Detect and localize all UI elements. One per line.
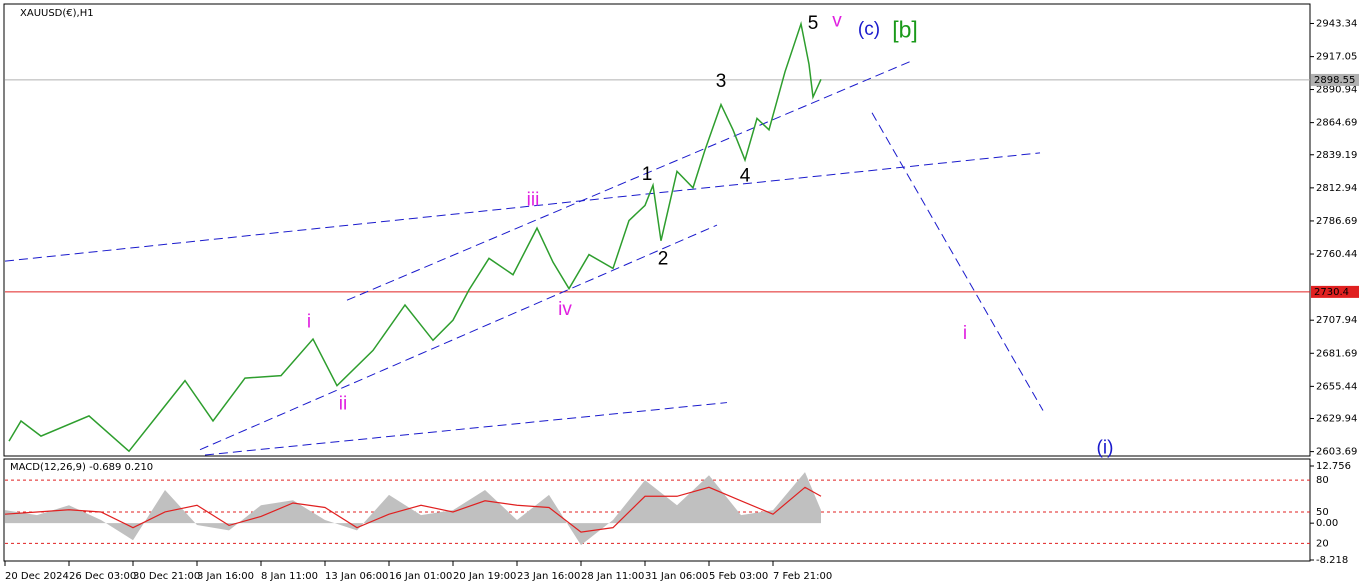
price-label-box [1311,73,1359,86]
x-tick-label: 7 Feb 21:00 [773,571,832,582]
wave-label: 3 [716,71,727,92]
y-tick-label: 20 [1316,538,1329,549]
price-label: 2898.55 [1314,75,1355,86]
trend-line [199,224,718,451]
y-tick-label: 50 [1316,507,1329,518]
y-tick-label: 2943.34 [1316,18,1357,29]
wave-label: ii [339,394,347,415]
x-tick-label: 31 Jan 06:00 [645,571,708,582]
x-tick-label: 16 Jan 01:00 [389,571,452,582]
y-tick-label: 2786.69 [1316,216,1357,227]
x-tick-label: 5 Feb 03:00 [709,571,768,582]
y-tick-label: -8.218 [1316,555,1348,566]
y-tick-label: 2681.69 [1316,348,1357,359]
y-tick-label: 0.00 [1316,518,1338,529]
wave-label: (i) [1097,438,1114,459]
y-tick-label: 2655.44 [1316,381,1357,392]
x-tick-label: 26 Dec 03:00 [69,571,136,582]
wave-label: i [307,312,311,333]
wave-label: 4 [740,165,751,186]
x-tick-label: 3 Jan 16:00 [197,571,254,582]
x-tick-label: 8 Jan 11:00 [261,571,318,582]
wave-label: i [963,323,967,344]
price-label-box [1311,285,1359,298]
wave-label: 1 [642,164,653,185]
x-tick-label: 23 Jan 16:00 [517,571,580,582]
price-line [8,20,822,453]
y-tick-label: 2629.94 [1316,414,1357,425]
x-tick-label: 30 Dec 21:00 [133,571,200,582]
x-tick-label: 28 Jan 11:00 [581,571,644,582]
y-tick-label: 2839.19 [1316,150,1357,161]
y-tick-label: 2864.69 [1316,118,1357,129]
trend-line [204,402,728,456]
macd-panel [3,458,1311,562]
y-tick-label: 2707.94 [1316,315,1357,326]
macd-histogram [5,472,821,546]
wave-label: iv [558,299,572,320]
wave-label: 2 [658,249,669,270]
x-tick-label: 20 Jan 19:00 [453,571,516,582]
wave-label: [b] [892,17,918,43]
chart-title: XAUUSD(€),H1 [20,8,94,19]
x-tick-label: 13 Jan 06:00 [325,571,388,582]
y-tick-label: 2603.69 [1316,447,1357,458]
signal-line [4,486,822,533]
wave-label: v [832,10,842,31]
y-tick-label: 2760.44 [1316,249,1357,260]
wave-label: 5 [808,13,819,34]
y-tick-label: 2812.94 [1316,183,1357,194]
trend-line [871,112,1044,411]
y-tick-label: 12.756 [1316,461,1351,472]
y-tick-label: 80 [1316,475,1329,486]
trend-line [346,61,911,301]
y-tick-label: 2917.05 [1316,52,1357,63]
macd-title: MACD(12,26,9) -0.689 0.210 [10,462,153,473]
trend-line [4,152,1041,262]
wave-label: iii [527,189,540,210]
main-panel [3,3,1311,457]
x-tick-label: 20 Dec 2024 [5,571,69,582]
price-label: 2730.4 [1314,287,1349,298]
y-tick-label: 2890.94 [1316,85,1357,96]
wave-label: (c) [858,19,880,40]
